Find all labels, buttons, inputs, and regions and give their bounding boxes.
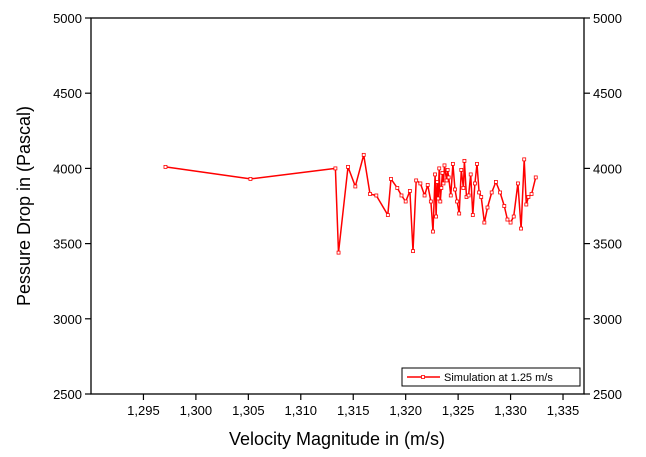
data-point: [502, 204, 507, 208]
data-point: [333, 166, 338, 171]
data-point: [439, 186, 444, 190]
data-point: [431, 229, 435, 234]
legend-label: Simulation at 1.25 m/s: [444, 372, 553, 384]
data-point: [453, 187, 457, 192]
data-point: [489, 190, 494, 195]
data-point: [479, 195, 484, 199]
data-point: [455, 199, 459, 204]
data-point: [526, 195, 531, 199]
data-point: [336, 250, 341, 255]
x-tick-label: 1,325: [442, 403, 475, 418]
data-point: [433, 172, 437, 177]
data-point: [462, 158, 467, 163]
x-tick-label: 1,310: [285, 403, 318, 418]
data-point: [395, 186, 400, 190]
x-tick-label: 1,300: [180, 403, 213, 418]
data-point: [498, 190, 502, 195]
data-point: [505, 217, 510, 222]
data-point: [529, 192, 534, 196]
data-point: [519, 226, 523, 231]
data-point: [414, 178, 419, 183]
y-tick-label-right: 5000: [593, 11, 622, 26]
data-point: [516, 181, 520, 186]
data-point: [389, 177, 393, 181]
data-point: [428, 199, 433, 204]
y-tick-label-left: 4500: [53, 86, 82, 101]
data-point: [461, 186, 466, 190]
data-point: [374, 193, 379, 198]
data-point: [470, 213, 475, 217]
x-tick-label: 1,295: [127, 403, 160, 418]
x-tick-label: 1,320: [389, 403, 422, 418]
data-point: [493, 180, 498, 184]
x-tick-label: 1,335: [547, 403, 580, 418]
y-tick-label-right: 2500: [593, 387, 622, 402]
legend-box: [401, 367, 581, 387]
data-point: [368, 192, 372, 196]
data-point: [442, 163, 447, 168]
data-point: [346, 164, 350, 169]
data-point: [466, 193, 471, 198]
data-point: [524, 202, 529, 207]
x-tick-label: 1,315: [337, 403, 370, 418]
y-tick-label-right: 4500: [593, 86, 622, 101]
y-tick-label-left: 3000: [53, 312, 82, 327]
data-point: [361, 152, 366, 157]
series-layer: [163, 152, 538, 255]
data-point: [248, 177, 253, 181]
data-point: [450, 161, 455, 166]
y-tick-label-right: 4000: [593, 161, 622, 176]
y-tick-label-left: 3500: [53, 237, 82, 252]
data-point: [441, 181, 446, 186]
data-point: [477, 190, 482, 195]
y-axis-left: 2500 3000 3500 4000 4500 5000: [53, 11, 91, 402]
data-point: [473, 181, 477, 186]
x-tick-label: 1,330: [494, 403, 527, 418]
y-tick-label-right: 3000: [593, 312, 622, 327]
y-tick-label-right: 3500: [593, 237, 622, 252]
data-point: [437, 166, 442, 171]
data-point: [418, 181, 423, 186]
y-tick-label-left: 5000: [53, 11, 82, 26]
x-tick-label: 1,305: [232, 403, 265, 418]
data-point: [482, 220, 487, 225]
data-point: [163, 164, 168, 169]
legend-marker-sample: [421, 375, 425, 379]
data-point: [444, 178, 449, 183]
data-point: [475, 161, 479, 166]
data-point: [385, 213, 390, 217]
data-point: [448, 193, 453, 198]
data-point: [353, 184, 358, 189]
x-axis: 1,295 1,300 1,305 1,310 1,315 1,320 1,325 1,330…: [127, 394, 579, 418]
y-axis-title: Pessure Drop in (Pascal): [14, 106, 34, 306]
data-point: [511, 214, 516, 219]
data-point: [407, 189, 412, 193]
data-point: [434, 214, 439, 219]
data-point: [522, 157, 527, 162]
data-point: [438, 199, 443, 204]
y-axis-right: 2500 3000 3500 4000 4500 5000: [584, 11, 622, 402]
data-point: [436, 196, 441, 201]
data-point: [485, 205, 490, 210]
data-point: [468, 172, 473, 177]
data-point: [411, 249, 415, 254]
data-point: [459, 168, 464, 172]
legend: Simulation at 1.25 m/s: [401, 367, 581, 387]
data-point: [440, 171, 445, 175]
y-tick-label-left: 4000: [53, 161, 82, 176]
data-point: [446, 175, 451, 180]
data-point: [508, 220, 513, 225]
data-point: [445, 168, 450, 172]
data-point: [435, 180, 440, 184]
x-axis-title: Velocity Magnitude in (m/s): [229, 429, 445, 449]
y-tick-label-left: 2500: [53, 387, 82, 402]
data-point: [533, 175, 538, 180]
data-point: [457, 211, 462, 216]
data-point: [425, 183, 430, 187]
data-point: [399, 193, 404, 198]
data-point: [403, 199, 408, 204]
data-point: [422, 193, 427, 198]
